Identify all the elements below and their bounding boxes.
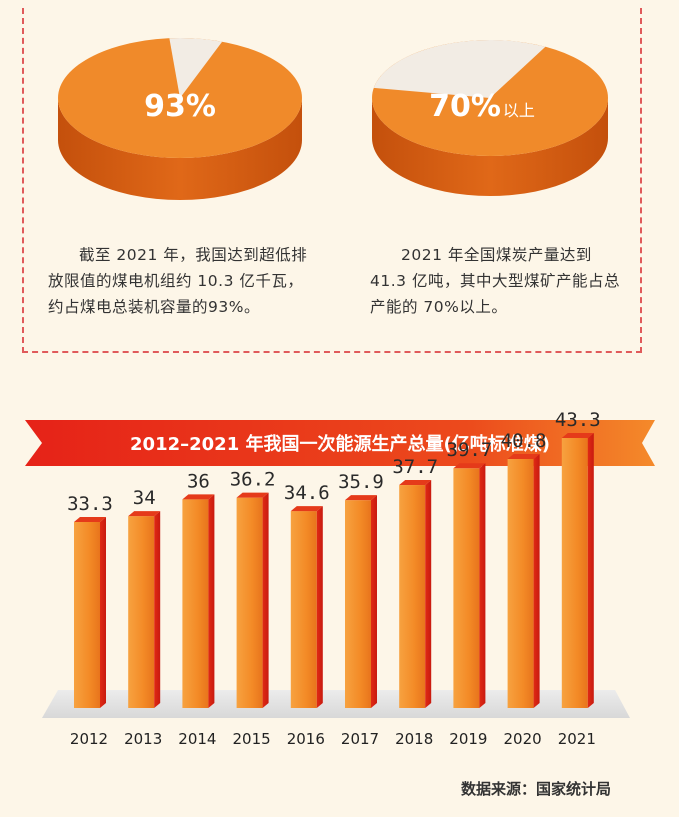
bar-2018: 37.7 2018 [392, 456, 438, 748]
bar-top [399, 480, 432, 486]
bar-top [561, 433, 594, 438]
bar-side [479, 463, 486, 708]
title-banner [25, 420, 655, 466]
bar-front [507, 459, 534, 708]
bar-top [128, 511, 161, 517]
year-tick-label: 2014 [178, 730, 216, 748]
pie-value-label: 93% [144, 89, 216, 124]
year-tick-label: 2019 [449, 730, 487, 748]
bar-value-label: 36.2 [230, 469, 276, 491]
pie-side [58, 98, 302, 200]
bar-side [533, 454, 540, 708]
bar-top [345, 495, 377, 501]
year-tick-label: 2017 [341, 730, 379, 748]
bar-2017: 35.9 2017 [338, 471, 384, 748]
data-source: 数据来源：国家统计局 [460, 780, 611, 798]
bar-top [453, 463, 486, 469]
bar-top [236, 492, 269, 498]
bar-value-label: 39.7 [447, 439, 493, 461]
pie-side [372, 98, 608, 196]
year-tick-label: 2012 [70, 730, 108, 748]
bar-front [290, 511, 317, 708]
bar-value-label: 34.6 [284, 482, 330, 504]
bar-side [316, 506, 323, 708]
bar-2021: 43.3 2021 [555, 409, 601, 748]
bar-side [425, 480, 432, 708]
year-tick-label: 2016 [287, 730, 325, 748]
bar-value-label: 40.8 [501, 430, 547, 452]
year-tick-label: 2013 [124, 730, 162, 748]
bar-side [154, 511, 161, 708]
bar-2015: 36.2 2015 [230, 469, 276, 748]
pie-coal-power: 93% [58, 38, 302, 200]
year-tick-label: 2015 [233, 730, 271, 748]
bar-value-label: 37.7 [392, 456, 438, 478]
bar-front [453, 468, 480, 708]
bar-2014: 36 2014 [178, 470, 216, 748]
bar-value-label: 34 [133, 487, 156, 509]
bar-2013: 34 2013 [124, 487, 162, 748]
pie-coal-mines: 70% 以上 [372, 39, 608, 196]
pie-slice-remainder [169, 38, 223, 98]
bar-side [371, 495, 377, 708]
bar-top [507, 454, 540, 459]
bar-value-label: 35.9 [338, 471, 384, 493]
bar-2016: 34.6 2016 [284, 482, 330, 748]
bar-front [236, 497, 263, 708]
year-tick-label: 2021 [558, 730, 596, 748]
caption-coal-power: 截至 2021 年，我国达到超低排放限值的煤电机组约 10.3 亿千瓦，约占煤电… [48, 246, 308, 316]
bar-value-label: 33.3 [67, 493, 113, 515]
bar-front [182, 499, 209, 708]
bar-2012: 33.3 2012 [67, 493, 113, 748]
bar-series: 33.3 2012 34 2013 36 2014 36.2 2015 34.6 2016 35.9… [67, 409, 601, 748]
bar-front [128, 516, 155, 708]
bar-value-label: 36 [187, 470, 210, 492]
bar-value-label: 43.3 [555, 409, 601, 431]
chart-title: 2012–2021 年我国一次能源生产总量(亿吨标准煤) [130, 433, 550, 455]
year-tick-label: 2020 [504, 730, 542, 748]
bar-front [561, 438, 588, 708]
caption-coal-mines: 2021 年全国煤炭产量达到 41.3 亿吨，其中大型煤矿产能占总产能的 70%… [370, 246, 620, 316]
bar-top [290, 506, 323, 512]
bar-front [74, 522, 100, 708]
bar-side [100, 517, 106, 708]
bar-side [208, 494, 215, 708]
bar-top [74, 517, 106, 522]
bar-front [345, 500, 371, 708]
bar-side [262, 492, 269, 708]
bar-front [399, 485, 426, 708]
bar-side [587, 433, 594, 708]
pie-slice-remainder [373, 39, 546, 98]
bar-2019: 39.7 2019 [447, 439, 493, 748]
bar-top [182, 494, 215, 500]
year-tick-label: 2018 [395, 730, 433, 748]
pie-panel [22, 8, 642, 353]
bar-2020: 40.8 2020 [501, 430, 547, 748]
